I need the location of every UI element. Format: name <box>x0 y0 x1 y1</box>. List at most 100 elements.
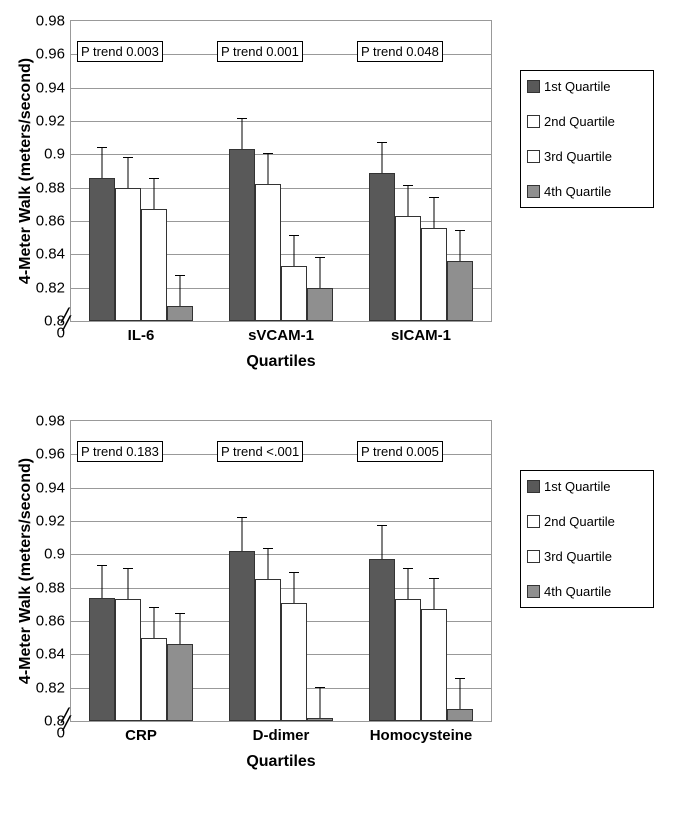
bar-wrap <box>229 21 255 321</box>
bar-wrap <box>395 21 421 321</box>
x-axis-label: Quartiles <box>246 753 315 771</box>
bar <box>281 266 307 321</box>
bar-wrap <box>167 21 193 321</box>
bar-wrap <box>369 21 395 321</box>
error-cap <box>455 678 465 679</box>
group-label: Homocysteine <box>370 727 473 744</box>
bar <box>369 559 395 721</box>
bar <box>141 638 167 721</box>
bar <box>89 178 115 321</box>
error-cap <box>289 235 299 236</box>
p-trend-box: P trend 0.183 <box>77 441 163 462</box>
bar-wrap <box>369 421 395 721</box>
bar-group: Homocysteine <box>351 421 491 721</box>
legend-label: 1st Quartile <box>544 79 610 94</box>
legend-label: 2nd Quartile <box>544 514 615 529</box>
error-bar <box>102 566 103 598</box>
y-tick-label: 0.98 <box>36 413 65 430</box>
error-cap <box>97 565 107 566</box>
y-tick-label: 0.86 <box>36 613 65 630</box>
bar-wrap <box>281 421 307 721</box>
legend-item: 2nd Quartile <box>527 114 647 129</box>
error-bar <box>242 518 243 551</box>
error-bar <box>154 608 155 638</box>
legend-swatch <box>527 550 540 563</box>
y-tick-label: 0.94 <box>36 79 65 96</box>
y-axis-label: 4-Meter Walk (meters/second) <box>17 458 35 684</box>
y-tick-label: 0.88 <box>36 179 65 196</box>
error-cap <box>403 185 413 186</box>
bar-wrap <box>421 21 447 321</box>
error-cap <box>123 157 133 158</box>
p-trend-box: P trend <.001 <box>217 441 303 462</box>
bar <box>141 209 167 321</box>
bar-wrap <box>115 421 141 721</box>
legend-label: 4th Quartile <box>544 184 611 199</box>
bar-wrap <box>421 421 447 721</box>
error-bar <box>460 231 461 261</box>
error-cap <box>175 613 185 614</box>
legend-label: 1st Quartile <box>544 479 610 494</box>
legend-swatch <box>527 480 540 493</box>
error-cap <box>263 548 273 549</box>
error-cap <box>429 197 439 198</box>
bar <box>115 599 141 721</box>
error-cap <box>315 257 325 258</box>
y-tick-label: 0.96 <box>36 446 65 463</box>
error-cap <box>175 275 185 276</box>
bar <box>421 609 447 721</box>
legend-label: 4th Quartile <box>544 584 611 599</box>
bar <box>115 188 141 321</box>
bar-group: IL-6 <box>71 21 211 321</box>
chart-area: 4-Meter Walk (meters/second)0.80.820.840… <box>10 410 510 790</box>
legend-swatch <box>527 80 540 93</box>
bar <box>395 216 421 321</box>
y-tick-label-base: 0 <box>57 325 65 342</box>
error-cap <box>123 568 133 569</box>
error-cap <box>237 517 247 518</box>
group-label: D-dimer <box>253 727 310 744</box>
bar-wrap <box>229 421 255 721</box>
legend-swatch <box>527 515 540 528</box>
error-bar <box>408 569 409 599</box>
bar <box>255 579 281 721</box>
y-tick-label: 0.94 <box>36 479 65 496</box>
bar <box>167 644 193 721</box>
bar <box>281 603 307 721</box>
legend-label: 3rd Quartile <box>544 149 612 164</box>
error-cap <box>289 572 299 573</box>
legend-item: 1st Quartile <box>527 79 647 94</box>
error-bar <box>180 614 181 644</box>
y-axis-label: 4-Meter Walk (meters/second) <box>17 58 35 284</box>
error-cap <box>237 118 247 119</box>
bar-group: sVCAM-1 <box>211 21 351 321</box>
error-cap <box>315 687 325 688</box>
bar <box>255 184 281 321</box>
bar <box>229 551 255 721</box>
bar <box>307 718 333 721</box>
y-tick-label: 0.82 <box>36 279 65 296</box>
bar-wrap <box>141 21 167 321</box>
group-label: CRP <box>125 727 157 744</box>
error-bar <box>382 526 383 559</box>
error-cap <box>429 578 439 579</box>
p-trend-box: P trend 0.001 <box>217 41 303 62</box>
bar <box>229 149 255 321</box>
legend-swatch <box>527 115 540 128</box>
legend-item: 4th Quartile <box>527 184 647 199</box>
bar-wrap <box>307 21 333 321</box>
error-bar <box>434 198 435 228</box>
error-bar <box>128 569 129 599</box>
bar-wrap <box>141 421 167 721</box>
legend-item: 3rd Quartile <box>527 149 647 164</box>
legend: 1st Quartile2nd Quartile3rd Quartile4th … <box>520 470 654 608</box>
legend-swatch <box>527 185 540 198</box>
bar <box>167 306 193 321</box>
y-tick-label: 0.96 <box>36 46 65 63</box>
error-cap <box>149 607 159 608</box>
legend: 1st Quartile 2nd Quartile 3rd Quartile 4th … <box>520 70 654 208</box>
plot-box: 4-Meter Walk (meters/second)0.80.820.840… <box>70 420 492 722</box>
p-trend-box: P trend 0.003 <box>77 41 163 62</box>
chart-panel: 4-Meter Walk (meters/second)0.80.820.840… <box>10 10 664 390</box>
error-cap <box>377 525 387 526</box>
